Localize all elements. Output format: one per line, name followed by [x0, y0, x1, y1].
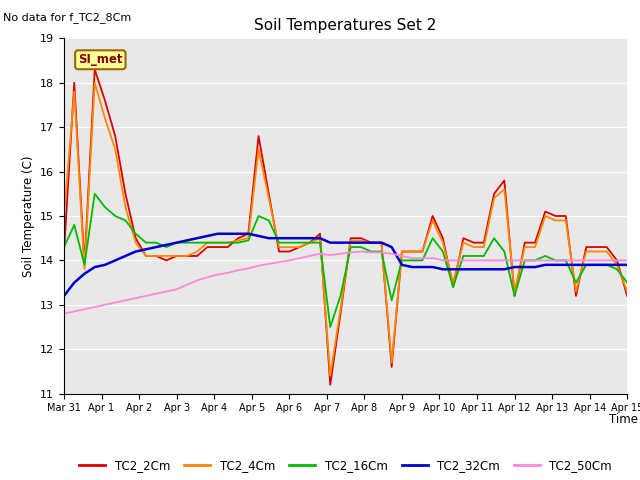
- Title: Soil Temperatures Set 2: Soil Temperatures Set 2: [255, 18, 436, 33]
- Legend: TC2_2Cm, TC2_4Cm, TC2_16Cm, TC2_32Cm, TC2_50Cm: TC2_2Cm, TC2_4Cm, TC2_16Cm, TC2_32Cm, TC…: [74, 454, 617, 477]
- X-axis label: Time: Time: [609, 413, 639, 426]
- Text: SI_met: SI_met: [78, 53, 123, 66]
- Y-axis label: Soil Temperature (C): Soil Temperature (C): [22, 155, 35, 277]
- Text: No data for f_TC2_8Cm: No data for f_TC2_8Cm: [3, 12, 131, 23]
